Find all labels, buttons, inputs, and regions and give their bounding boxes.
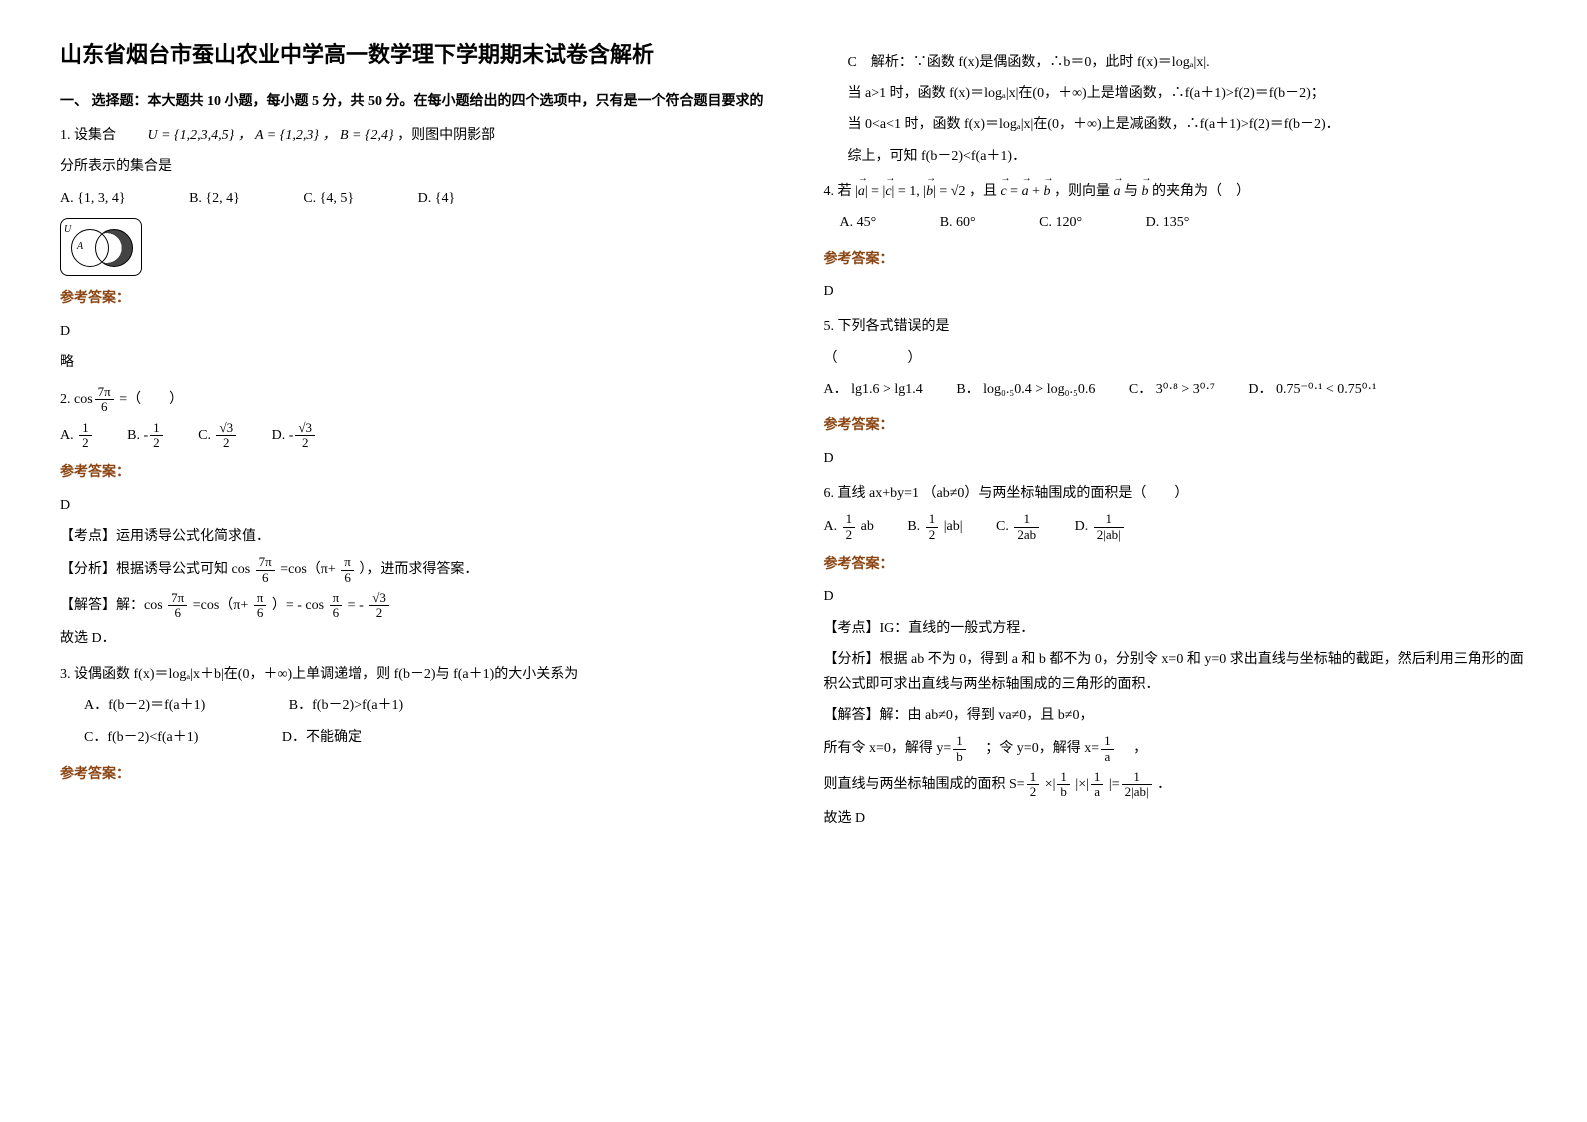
q1-text-b: ，则图中阴影部 [397,128,495,143]
q5-opt-D: D． 0.75⁻⁰·¹ < 0.75⁰·¹ [1248,377,1376,404]
answer-label: 参考答案： [60,460,764,487]
q5-stem2: （ ） [824,346,1528,371]
page-title: 山东省烟台市蚕山农业中学高一数学理下学期期末试卷含解析 [60,40,764,71]
left-column: 山东省烟台市蚕山农业中学高一数学理下学期期末试卷含解析 一、 选择题：本大题共 … [60,40,764,841]
q4-a: 4. 若 [824,184,852,199]
question-2: 2. cos7π6 =（ ） A. 12 B. -12 C. √32 D. -√… [60,385,764,652]
answer-label: 参考答案： [60,286,764,313]
q3-opt-C: C．f(b－2)<f(a＋1) [84,725,198,752]
q2-gx: 故选 D． [60,626,764,651]
answer-label: 参考答案： [60,762,764,789]
q4-opt-B: B. 60° [940,210,976,237]
q2-opt-A: A. 12 [60,421,94,451]
q3-line2: 当 a>1 时，函数 f(x)＝logₐ|x|在(0，＋∞)上是增函数，∴f(a… [824,81,1528,106]
q6-opt-B: B. 12 |ab| [907,512,962,542]
q6-gx: 故选 D [824,806,1528,831]
q6-answer: D [824,584,1528,609]
q4-opt-A: A. 45° [840,210,877,237]
venn-label-A: A [77,237,83,256]
q1-text-c: 分所表示的集合是 [60,154,764,179]
question-3: 3. 设偶函数 f(x)＝logₐ|x＋b|在(0，＋∞)上单调递增，则 f(b… [60,662,764,789]
q1-opt-A: A. {1, 3, 4} [60,186,126,213]
question-6: 6. 直线 ax+by=1 （ab≠0）与两坐标轴围成的面积是（ ） A. 12… [824,481,1528,831]
q5-answer: D [824,446,1528,471]
q2-kaodian: 【考点】运用诱导公式化简求值． [60,524,764,549]
question-1: 1. 设集合 U = {1,2,3,4,5} ， A = {1,2,3} ， B… [60,123,764,375]
q6-opt-D: D. 12|ab| [1075,512,1126,542]
q6-jieda1: 【解答】解：由 ab≠0，得到 va≠0，且 b≠0， [824,703,1528,728]
question-3-continued: C 解析：∵函数 f(x)是偶函数，∴b＝0，此时 f(x)＝logₐ|x|. … [824,50,1528,169]
q1-opt-D: D. {4} [418,186,456,213]
venn-label-U: U [64,220,71,239]
answer-label: 参考答案： [824,552,1528,579]
q3-answer: C 解析：∵函数 f(x)是偶函数，∴b＝0，此时 f(x)＝logₐ|x|. [824,50,1528,75]
q6-opt-A: A. 12 ab [824,512,874,542]
q2-opt-C: C. √32 [198,421,238,451]
q2-opt-B: B. -12 [127,421,165,451]
q6-jieda2: 所有令 x=0，解得 y=1b ；令 y=0，解得 x=1a ， [824,734,1528,764]
q3-opt-A: A．f(b－2)＝f(a＋1) [84,693,205,720]
q3-line4: 综上，可知 f(b－2)<f(a＋1)． [824,144,1528,169]
answer-label: 参考答案： [824,413,1528,440]
q3-opt-B: B．f(b－2)>f(a＋1) [289,693,403,720]
q6-kaodian: 【考点】IG：直线的一般式方程． [824,616,1528,641]
q4-b: ，且 [969,184,997,199]
q1-text-a: 1. 设集合 [60,128,116,143]
q2-tail: =（ ） [119,392,183,407]
q4-c: ，则向量 [1054,184,1110,199]
q3-line3: 当 0<a<1 时，函数 f(x)＝logₐ|x|在(0，＋∞)上是减函数，∴f… [824,112,1528,137]
q5-opt-C: C． 3⁰·⁸ > 3⁰·⁷ [1129,377,1215,404]
q6-fenxi: 【分析】根据 ab 不为 0，得到 a 和 b 都不为 0，分别令 x=0 和 … [824,647,1528,697]
q4-e: 的夹角为（ ） [1152,184,1250,199]
q6-jieda3: 则直线与两坐标轴围成的面积 S=12 ×|1b |×|1a |=12|ab| ． [824,770,1528,800]
question-4: 4. 若 |a| = |c| = 1, |b| = √2 ，且 c = a + … [824,179,1528,305]
q4-opt-C: C. 120° [1039,210,1082,237]
section-header: 一、 选择题：本大题共 10 小题，每小题 5 分，共 50 分。在每小题给出的… [60,91,764,113]
q2-stem: 2. [60,392,71,407]
q1-opt-B: B. {2, 4} [189,186,240,213]
q4-answer: D [824,279,1528,304]
q5-opt-A: A． lg1.6 > lg1.4 [824,377,923,404]
q6-opt-C: C. 12ab [996,512,1041,542]
q2-opt-D: D. -√32 [272,421,317,451]
q4-opt-D: D. 135° [1146,210,1190,237]
q6-stem: 6. 直线 ax+by=1 （ab≠0）与两坐标轴围成的面积是（ ） [824,481,1528,506]
answer-label: 参考答案： [824,247,1528,274]
q1-sets: U = {1,2,3,4,5} ， A = {1,2,3} ， B = {2,4… [148,128,394,143]
q1-note: 略 [60,350,764,375]
venn-diagram: U A [60,218,142,276]
q3-stem: 3. 设偶函数 f(x)＝logₐ|x＋b|在(0，＋∞)上单调递增，则 f(b… [60,662,764,687]
question-5: 5. 下列各式错误的是 （ ） A． lg1.6 > lg1.4 B． log₀… [824,314,1528,471]
q2-jieda: 【解答】解：cos 7π6 =cos（π+ π6 ）= - cos π6 = -… [60,591,764,621]
q1-answer: D [60,319,764,344]
q4-d: 与 [1124,184,1138,199]
q3-opt-D: D．不能确定 [282,725,362,752]
q5-stem: 5. 下列各式错误的是 [824,314,1528,339]
q2-answer: D [60,493,764,518]
q2-fenxi: 【分析】根据诱导公式可知 cos 7π6 =cos（π+ π6 ），进而求得答案… [60,555,764,585]
q1-opt-C: C. {4, 5} [303,186,354,213]
right-column: C 解析：∵函数 f(x)是偶函数，∴b＝0，此时 f(x)＝logₐ|x|. … [824,40,1528,841]
q5-opt-B: B． log₀.₅0.4 > log₀.₅0.6 [956,377,1095,404]
